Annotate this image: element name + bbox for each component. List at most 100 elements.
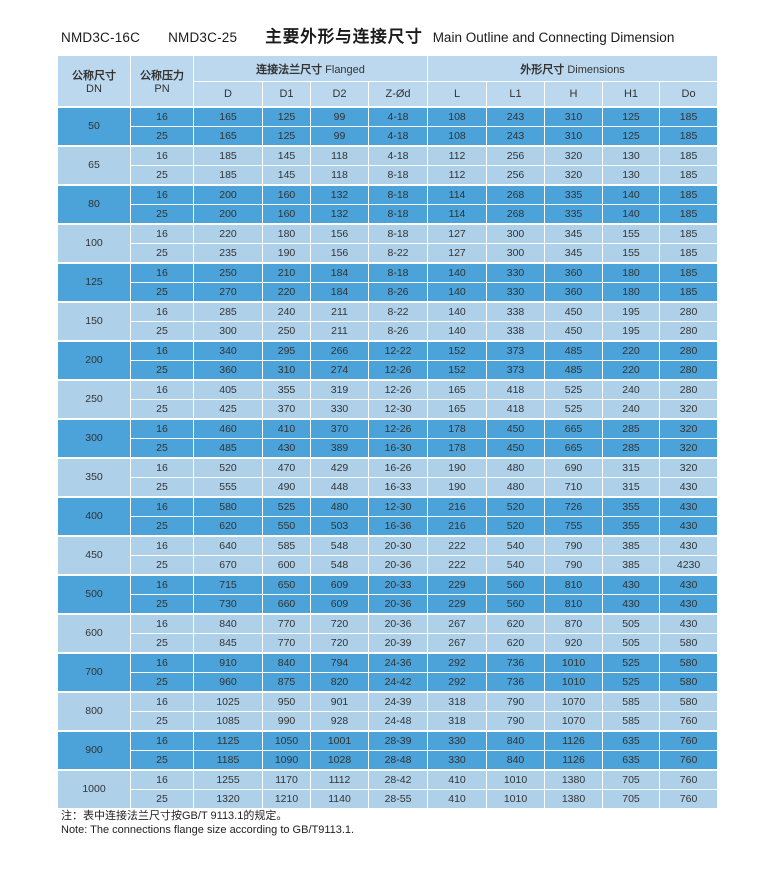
data-cell: 178 — [427, 437, 488, 458]
pn-cell: 16 — [130, 729, 194, 751]
data-cell: 240 — [602, 378, 661, 400]
data-cell: 560 — [486, 573, 546, 595]
data-cell: 28-42 — [367, 768, 429, 790]
data-cell: 385 — [602, 554, 661, 575]
pn-cell: 25 — [130, 281, 194, 302]
data-cell: 660 — [262, 593, 311, 614]
data-cell: 220 — [262, 281, 311, 302]
data-cell: 1185 — [193, 749, 263, 770]
data-cell: 4230 — [659, 554, 719, 575]
data-cell: 155 — [602, 242, 661, 263]
data-cell: 760 — [659, 729, 719, 751]
column-header-d: D — [193, 81, 263, 107]
data-cell: 12-26 — [367, 378, 429, 400]
data-cell: 140 — [602, 183, 661, 205]
pn-cell: 16 — [130, 690, 194, 712]
data-cell: 24-39 — [367, 690, 429, 712]
data-cell: 525 — [544, 398, 604, 419]
data-cell: 243 — [486, 125, 546, 146]
table-row: 600 16 840 770 720 20-36 267 620 870 505 430 — [57, 612, 719, 653]
data-cell: 736 — [486, 671, 546, 692]
data-cell: 1112 — [310, 768, 369, 790]
table-row: 800 16 1025 950 901 24-39 318 790 1070 585 580 — [57, 690, 719, 731]
data-cell: 450 — [486, 437, 546, 458]
data-cell: 8-18 — [367, 164, 429, 185]
data-cell: 525 — [602, 651, 661, 673]
data-cell: 211 — [310, 300, 369, 322]
data-cell: 195 — [602, 300, 661, 322]
data-cell: 1010 — [486, 768, 546, 790]
column-header-d2: D2 — [310, 81, 369, 107]
table-row: 25 960 875 820 24-42 292 736 1010 525 580 — [58, 671, 719, 692]
header-group-row: 公称尺寸 DN 公称压力 PN 连接法兰尺寸 Flanged 外形尺寸 Dime… — [57, 55, 719, 107]
table-row: 80 16 200 160 132 8-18 114 268 335 140 185 — [57, 183, 719, 224]
data-cell: 108 — [427, 125, 488, 146]
data-cell: 235 — [193, 242, 263, 263]
data-cell: 430 — [262, 437, 311, 458]
data-cell: 268 — [486, 183, 546, 205]
data-cell: 335 — [544, 183, 604, 205]
data-cell: 20-33 — [367, 573, 429, 595]
data-cell: 292 — [427, 651, 488, 673]
data-cell: 355 — [262, 378, 311, 400]
data-cell: 1380 — [544, 768, 604, 790]
data-cell: 585 — [602, 710, 661, 731]
data-cell: 184 — [310, 261, 369, 283]
dn-cell: 900 — [57, 729, 131, 770]
data-cell: 928 — [310, 710, 369, 731]
page-title-zh: 主要外形与连接尺寸 — [265, 28, 423, 46]
data-cell: 1010 — [486, 788, 546, 809]
model-code-2: NMD3C-25 — [168, 30, 238, 45]
pn-cell: 16 — [130, 612, 194, 634]
data-cell: 140 — [427, 320, 488, 341]
pn-cell: 16 — [130, 495, 194, 517]
data-cell: 295 — [262, 339, 311, 361]
data-cell: 373 — [486, 339, 546, 361]
data-cell: 280 — [659, 359, 719, 380]
data-cell: 580 — [193, 495, 263, 517]
data-cell: 184 — [310, 281, 369, 302]
pn-cell: 16 — [130, 339, 194, 361]
column-header-l1: L1 — [486, 81, 546, 107]
data-cell: 229 — [427, 573, 488, 595]
table-row: 25 235 190 156 8-22 127 300 345 155 185 — [58, 242, 719, 263]
data-cell: 360 — [544, 261, 604, 283]
data-cell: 635 — [602, 729, 661, 751]
pn-cell: 25 — [130, 164, 194, 185]
data-cell: 318 — [427, 710, 488, 731]
data-cell: 770 — [262, 632, 311, 653]
table-row: 25 270 220 184 8-26 140 330 360 180 185 — [58, 281, 719, 302]
data-cell: 1210 — [262, 788, 311, 809]
header-dimensions-en: Dimensions — [567, 63, 625, 76]
data-cell: 125 — [262, 125, 311, 146]
data-cell: 20-36 — [367, 593, 429, 614]
pn-cell: 25 — [130, 203, 194, 224]
column-header-h1: H1 — [602, 81, 661, 107]
data-cell: 250 — [193, 261, 263, 283]
table-row: 125 16 250 210 184 8-18 140 330 360 180 185 — [57, 261, 719, 302]
data-cell: 490 — [262, 476, 311, 497]
data-cell: 430 — [659, 495, 719, 517]
data-cell: 185 — [659, 261, 719, 283]
data-cell: 845 — [193, 632, 263, 653]
data-cell: 210 — [262, 261, 311, 283]
table-row: 25 425 370 330 12-30 165 418 525 240 320 — [58, 398, 719, 419]
data-cell: 525 — [544, 378, 604, 400]
data-cell: 360 — [193, 359, 263, 380]
data-cell: 24-48 — [367, 710, 429, 731]
data-cell: 640 — [193, 534, 263, 556]
table-row: 150 16 285 240 211 8-22 140 338 450 195 280 — [57, 300, 719, 341]
dn-cell: 400 — [57, 495, 131, 536]
data-cell: 338 — [486, 320, 546, 341]
data-cell: 180 — [262, 222, 311, 244]
data-cell: 292 — [427, 671, 488, 692]
dimension-table: 公称尺寸 DN 公称压力 PN 连接法兰尺寸 Flanged 外形尺寸 Dime… — [57, 55, 719, 809]
data-cell: 720 — [310, 632, 369, 653]
data-cell: 410 — [262, 417, 311, 439]
dn-cell: 50 — [57, 105, 131, 146]
pn-cell: 16 — [130, 144, 194, 166]
dn-cell: 80 — [57, 183, 131, 224]
table-row: 50 16 165 125 99 4-18 108 243 310 125 185 — [57, 105, 719, 146]
table-row: 65 16 185 145 118 4-18 112 256 320 130 185 — [57, 144, 719, 185]
pn-cell: 25 — [130, 749, 194, 770]
